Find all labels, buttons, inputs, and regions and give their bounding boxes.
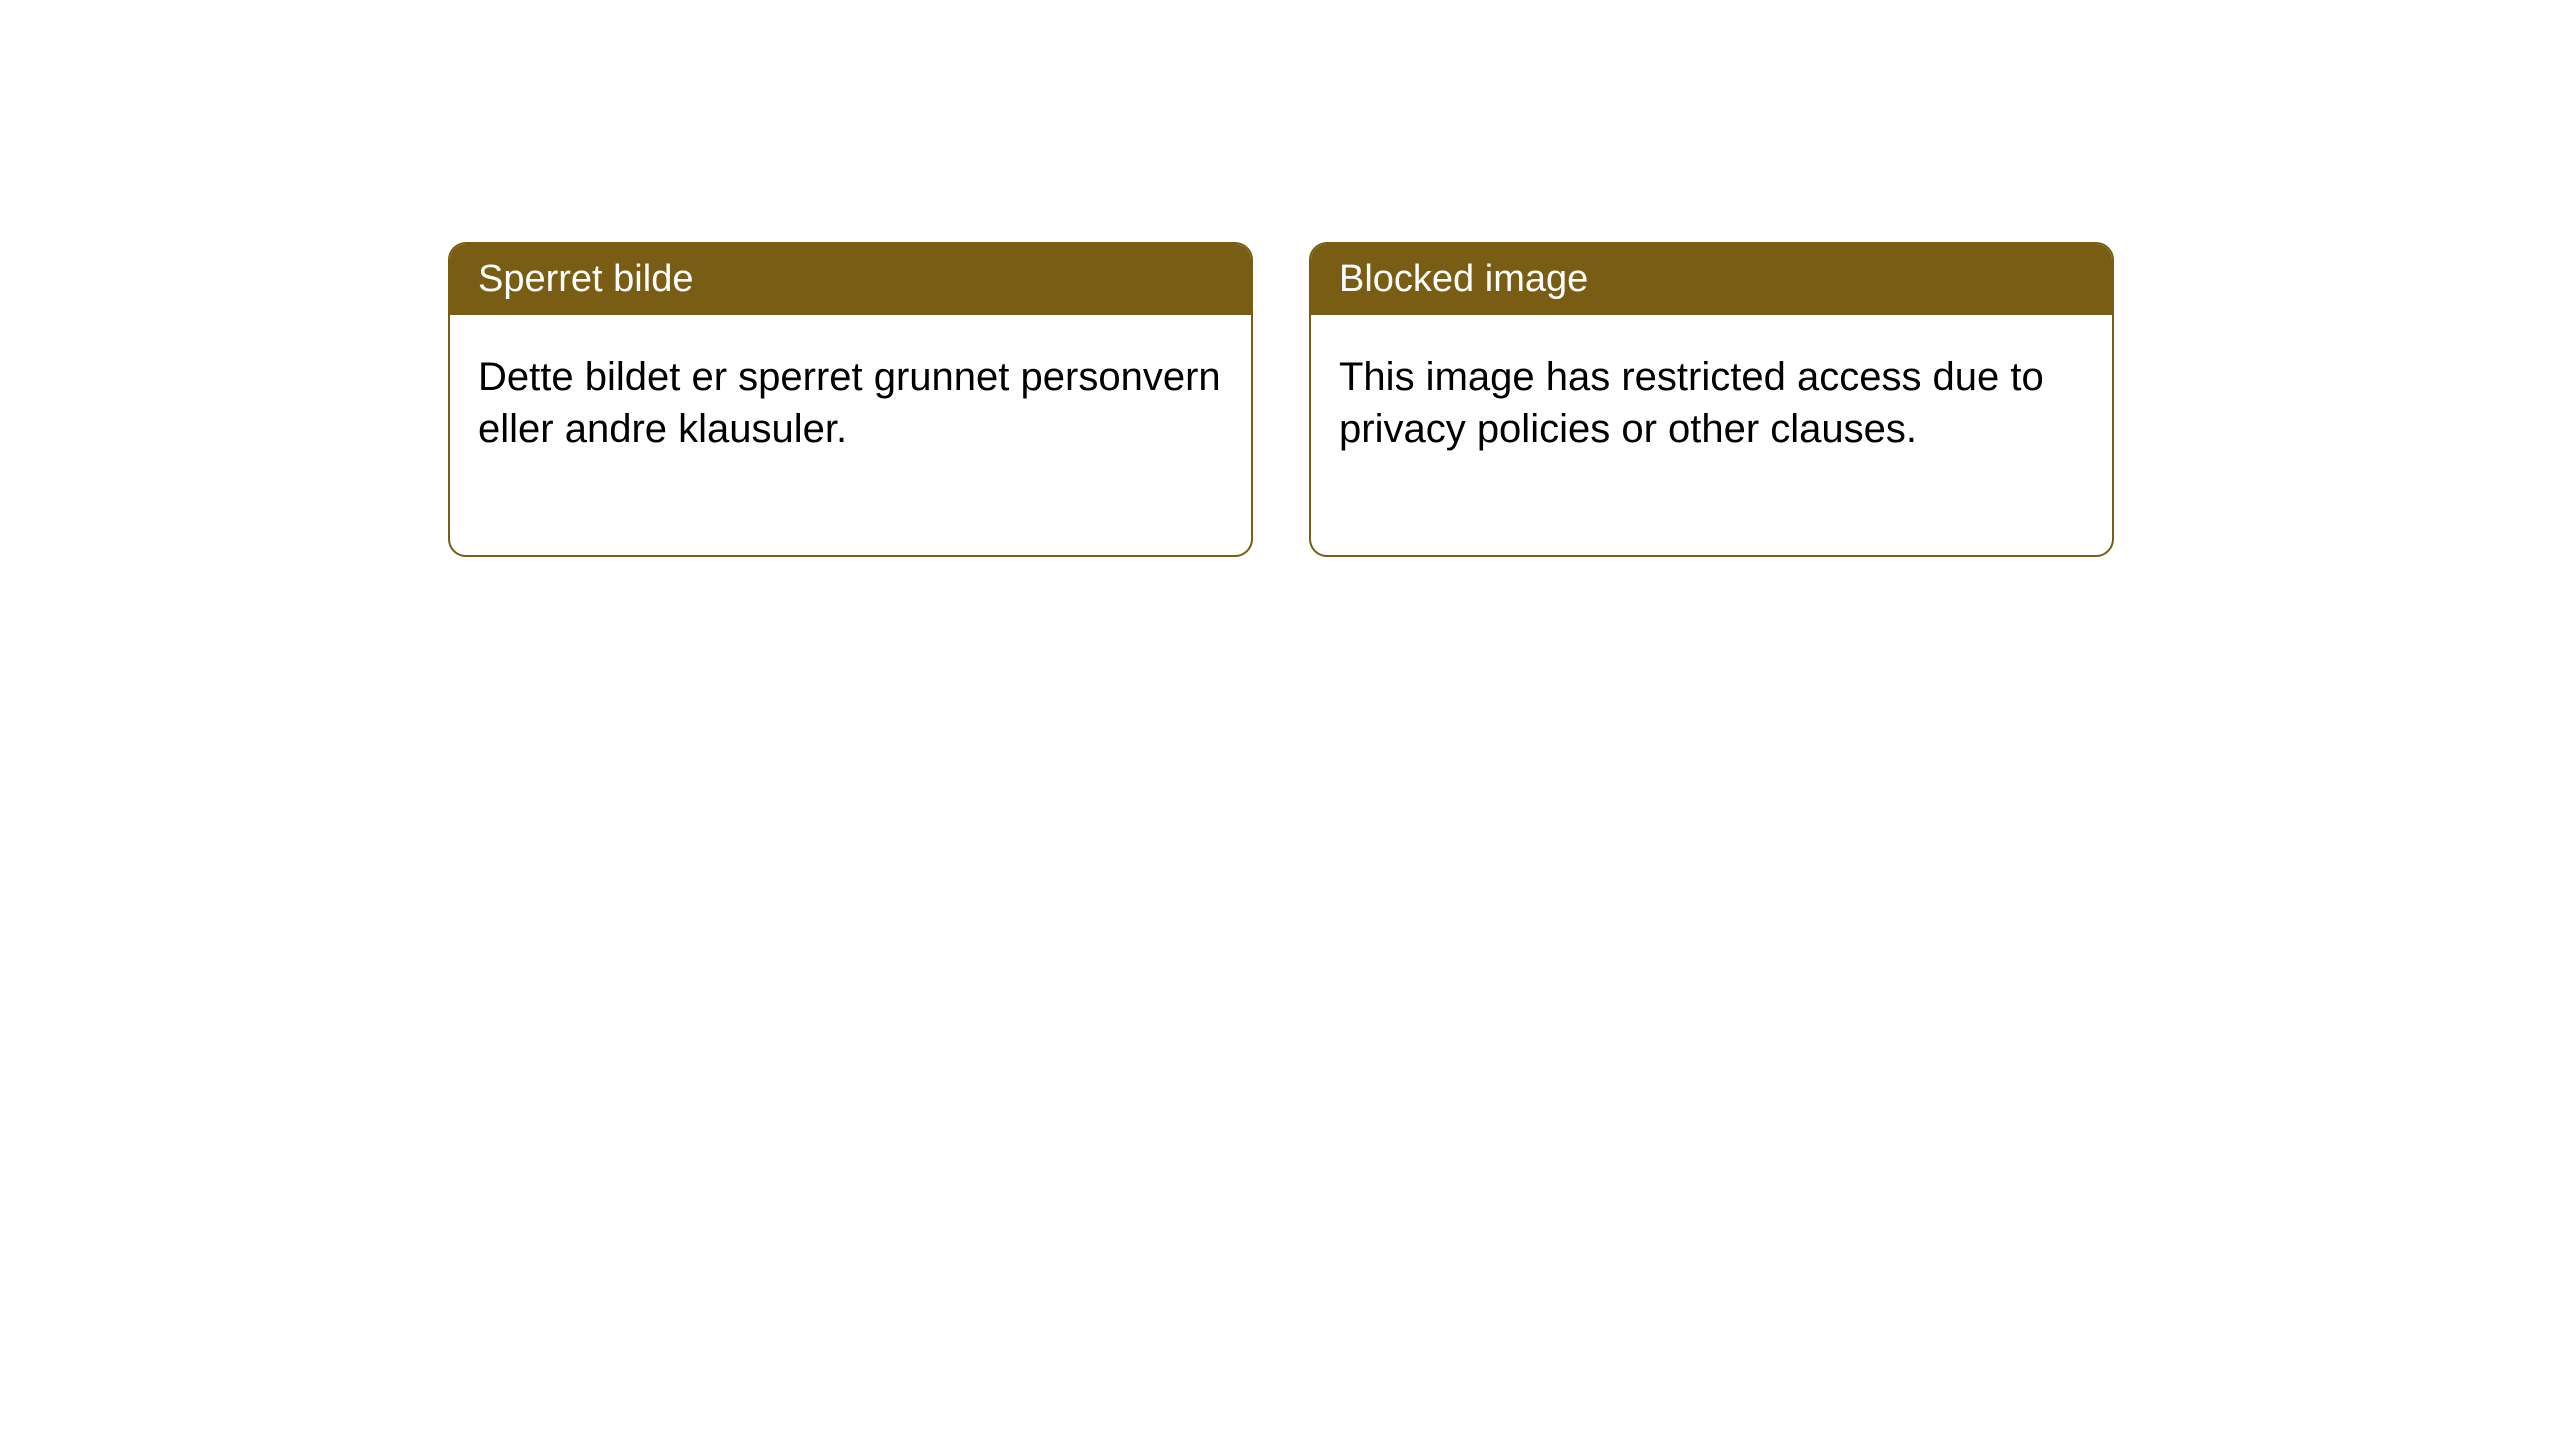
notice-container: Sperret bilde Dette bildet er sperret gr… (448, 242, 2114, 557)
notice-card-norwegian: Sperret bilde Dette bildet er sperret gr… (448, 242, 1253, 557)
notice-body: Dette bildet er sperret grunnet personve… (450, 315, 1251, 555)
notice-header: Blocked image (1311, 244, 2112, 315)
notice-title: Blocked image (1339, 258, 1588, 300)
notice-title: Sperret bilde (478, 258, 693, 300)
notice-card-english: Blocked image This image has restricted … (1309, 242, 2114, 557)
notice-header: Sperret bilde (450, 244, 1251, 315)
notice-body: This image has restricted access due to … (1311, 315, 2112, 555)
notice-text: Dette bildet er sperret grunnet personve… (478, 355, 1221, 451)
notice-text: This image has restricted access due to … (1339, 355, 2044, 451)
